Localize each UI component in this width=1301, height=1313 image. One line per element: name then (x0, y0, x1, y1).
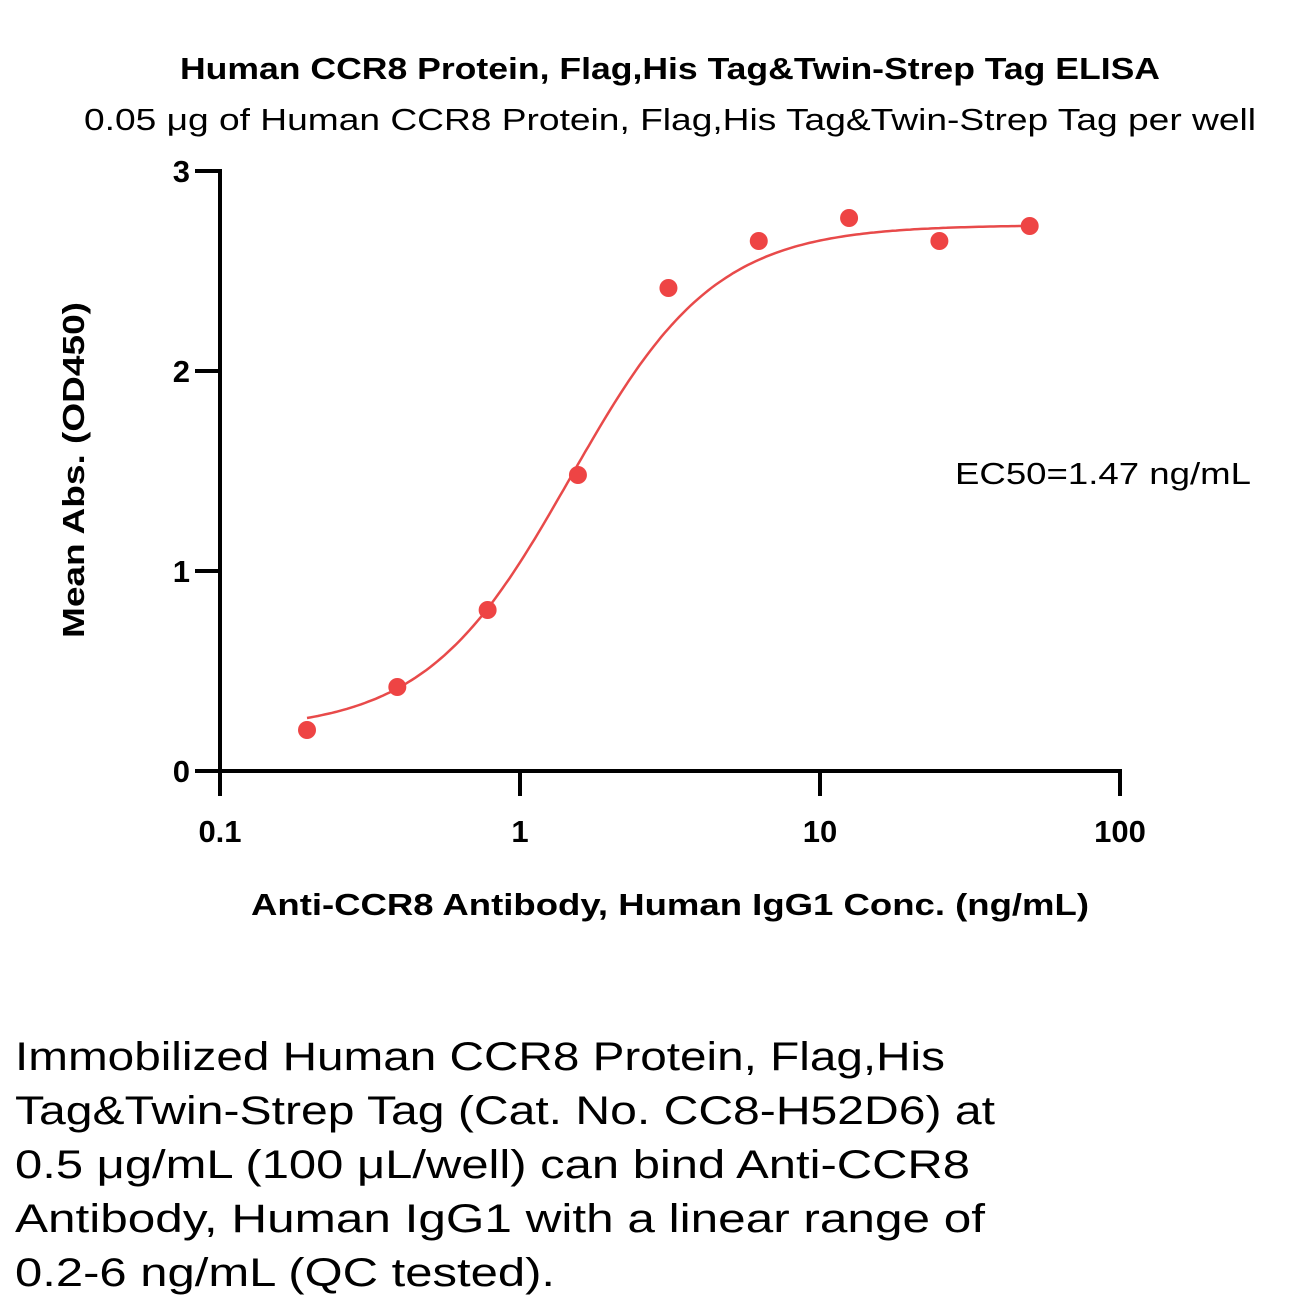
y-tick-label: 3 (173, 154, 190, 189)
x-tick-label: 1 (511, 814, 528, 849)
caption-line: 0.2-6 ng/mL (QC tested). (15, 1251, 555, 1295)
y-tick-label: 0 (173, 754, 190, 789)
axes: 0 1 2 3 0.1 1 10 100 (173, 154, 1146, 849)
y-tick-label: 1 (173, 554, 190, 589)
caption: Immobilized Human CCR8 Protein, Flag,His… (15, 1035, 995, 1295)
caption-line: Tag&Twin-Strep Tag (Cat. No. CC8-H52D6) … (15, 1089, 995, 1133)
x-tick-label: 10 (803, 814, 837, 849)
plot-area (298, 209, 1039, 739)
data-point (478, 601, 497, 619)
data-point (930, 232, 949, 250)
data-point (568, 466, 587, 484)
caption-line: Antibody, Human IgG1 with a linear range… (15, 1197, 986, 1241)
x-axis-label: Anti-CCR8 Antibody, Human IgG1 Conc. (ng… (251, 887, 1089, 922)
y-tick-label: 2 (173, 354, 190, 389)
x-tick-label: 100 (1094, 814, 1146, 849)
chart-subtitle: 0.05 μg of Human CCR8 Protein, Flag,His … (84, 102, 1256, 137)
data-point (840, 209, 859, 227)
data-point (298, 721, 317, 739)
data-point (659, 279, 678, 297)
caption-line: Immobilized Human CCR8 Protein, Flag,His (15, 1035, 945, 1079)
x-tick-label: 0.1 (198, 814, 241, 849)
caption-line: 0.5 μg/mL (100 μL/well) can bind Anti-CC… (15, 1143, 970, 1187)
chart-title: Human CCR8 Protein, Flag,His Tag&Twin-St… (180, 51, 1160, 86)
data-point (749, 232, 768, 250)
fit-curve (306, 224, 1030, 720)
data-point (388, 678, 407, 696)
data-point (1020, 217, 1039, 235)
ec50-annotation: EC50=1.47 ng/mL (955, 456, 1251, 491)
y-axis-label: Mean Abs. (OD450) (56, 302, 91, 638)
